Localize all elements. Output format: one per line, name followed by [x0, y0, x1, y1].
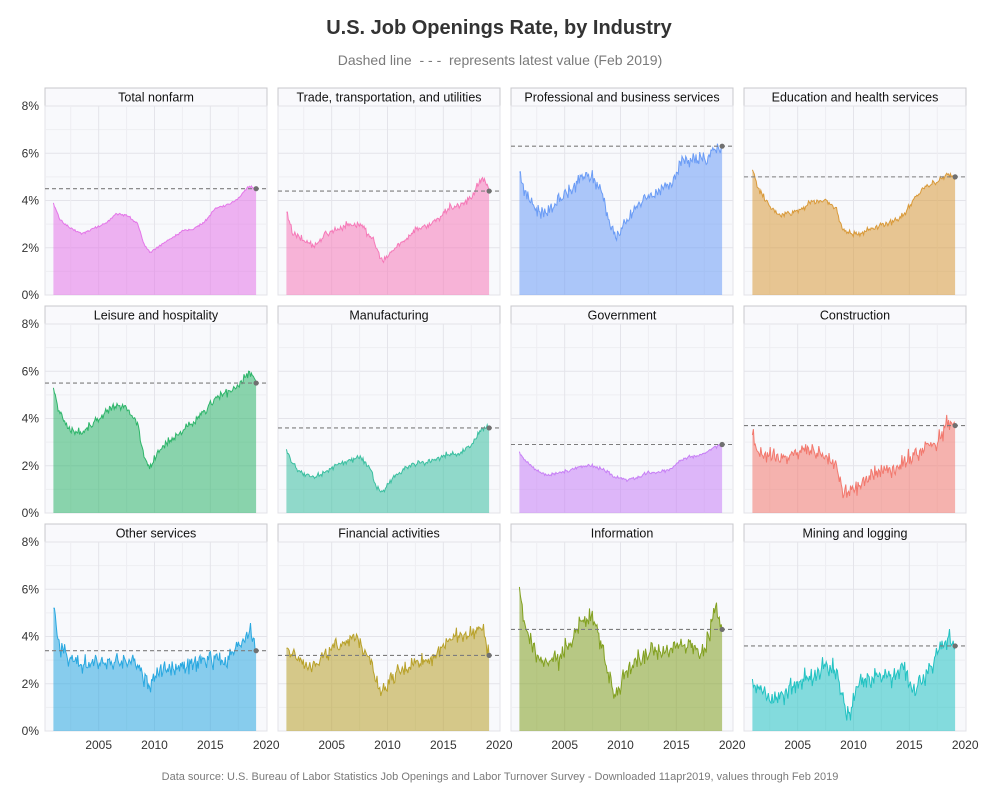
x-tick-label: 2015 — [197, 738, 224, 752]
latest-value-dot — [952, 643, 958, 649]
series-line — [518, 444, 723, 483]
series-line — [519, 143, 723, 242]
series-area — [752, 169, 956, 295]
y-tick-label: 6% — [22, 364, 40, 378]
series-line — [751, 628, 956, 721]
latest-value-dot — [719, 441, 725, 448]
x-tick-label: 2010 — [840, 738, 867, 752]
panel-0: Total nonfarm 0% 2% 4% 6% 8% — [22, 87, 268, 302]
panel-title: Mining and logging — [803, 527, 908, 541]
y-tick-label: 2% — [22, 459, 40, 473]
panel-title: Trade, transportation, and utilities — [296, 91, 481, 105]
series-line — [518, 586, 723, 699]
chart-title: U.S. Job Openings Rate, by Industry — [326, 17, 672, 39]
y-tick-label: 4% — [22, 412, 40, 426]
data-source-caption: Data source: U.S. Bureau of Labor Statis… — [162, 771, 839, 783]
panel-title: Manufacturing — [349, 309, 428, 323]
x-tick-label: 2010 — [374, 738, 401, 752]
series-line — [285, 422, 490, 494]
panel-10: Information 2005 2010 2015 2020 — [510, 523, 746, 752]
y-tick-label: 8% — [22, 99, 40, 113]
panel-6: Government — [510, 305, 734, 514]
x-tick-label: 2020 — [253, 738, 280, 752]
x-tick-label: 2020 — [952, 738, 979, 752]
latest-value-dot — [952, 422, 958, 429]
y-tick-label: 0% — [22, 288, 40, 302]
panel-title: Total nonfarm — [118, 91, 194, 105]
series-area — [53, 608, 257, 731]
panel-title: Government — [588, 309, 657, 323]
latest-value-dot — [253, 186, 259, 192]
panel-title: Information — [591, 527, 654, 541]
series-area — [752, 414, 956, 513]
series-area — [519, 143, 723, 295]
x-tick-label: 2015 — [663, 738, 690, 752]
panel-4: Leisure and hospitality 0% 2% 4% 6% 8% — [22, 305, 268, 520]
series-area — [286, 424, 490, 513]
latest-value-dot — [952, 174, 958, 180]
series-area — [53, 371, 257, 513]
x-tick-label: 2020 — [719, 738, 746, 752]
y-tick-label: 0% — [22, 506, 40, 520]
x-tick-label: 2005 — [551, 738, 578, 752]
latest-value-dot — [486, 425, 492, 431]
series-area — [752, 629, 956, 731]
y-tick-label: 6% — [22, 582, 40, 596]
series-area — [519, 586, 723, 731]
series-area — [53, 186, 257, 295]
panel-title: Other services — [116, 527, 197, 541]
x-tick-label: 2005 — [784, 738, 811, 752]
y-tick-label: 4% — [22, 194, 40, 208]
series-line — [52, 370, 257, 470]
y-tick-label: 8% — [22, 535, 40, 549]
panel-1: Trade, transportation, and utilities — [277, 87, 501, 296]
panel-title: Construction — [820, 309, 890, 323]
y-tick-label: 0% — [22, 724, 40, 738]
chart-subtitle: Dashed line - - - represents latest valu… — [338, 52, 663, 68]
latest-value-dot — [486, 188, 492, 194]
series-line — [286, 623, 490, 697]
y-tick-label: 6% — [22, 146, 40, 160]
panel-5: Manufacturing — [277, 305, 501, 514]
latest-value-dot — [486, 652, 492, 659]
latest-value-dot — [253, 380, 259, 386]
x-tick-label: 2020 — [486, 738, 513, 752]
series-line — [286, 176, 490, 264]
panel-title: Education and health services — [772, 91, 939, 105]
latest-value-dot — [719, 626, 725, 633]
x-tick-label: 2010 — [141, 738, 168, 752]
series-area — [286, 177, 490, 295]
panel-title: Leisure and hospitality — [94, 309, 219, 323]
x-tick-label: 2015 — [896, 738, 923, 752]
series-line — [52, 185, 257, 254]
series-line — [53, 607, 257, 693]
panel-title: Financial activities — [338, 527, 439, 541]
y-tick-label: 2% — [22, 677, 40, 691]
panel-7: Construction — [743, 305, 967, 514]
panel-2: Professional and business services — [510, 87, 734, 296]
series-line — [751, 414, 956, 499]
x-tick-label: 2015 — [430, 738, 457, 752]
y-tick-label: 2% — [22, 241, 40, 255]
y-tick-label: 8% — [22, 317, 40, 331]
panel-11: Mining and logging 2005 2010 2015 2020 — [743, 523, 979, 752]
series-line — [751, 169, 956, 239]
y-tick-label: 4% — [22, 630, 40, 644]
latest-value-dot — [253, 648, 259, 654]
series-area — [286, 624, 490, 731]
panel-title: Professional and business services — [524, 91, 719, 105]
panel-8: Other services 0% 2% 4% 6% 8% 2005 2010 2015 2020 — [22, 523, 280, 752]
panel-grid: Total nonfarm 0% 2% 4% 6% 8% Trade, transporta… — [22, 87, 979, 752]
panel-9: Financial activities 2005 2010 2015 2020 — [277, 523, 513, 752]
series-area — [519, 444, 723, 513]
panel-3: Education and health services — [743, 87, 967, 296]
x-tick-label: 2005 — [318, 738, 345, 752]
latest-value-dot — [719, 143, 725, 149]
x-tick-label: 2010 — [607, 738, 634, 752]
x-tick-label: 2005 — [85, 738, 112, 752]
